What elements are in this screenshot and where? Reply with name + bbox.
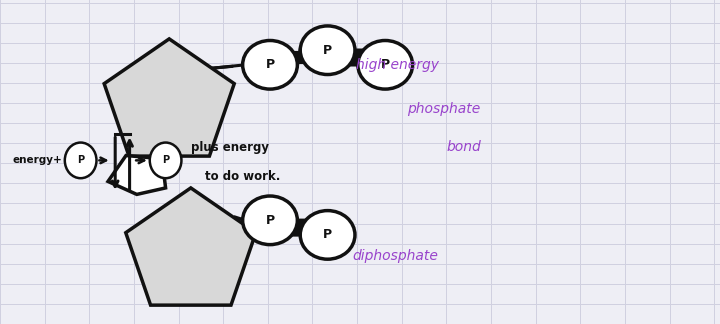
Text: P: P <box>162 156 169 165</box>
Text: P: P <box>323 44 332 57</box>
Text: P: P <box>77 156 84 165</box>
Polygon shape <box>108 156 166 194</box>
Ellipse shape <box>300 211 355 259</box>
Text: P: P <box>266 214 274 227</box>
Text: bond: bond <box>446 140 481 155</box>
Polygon shape <box>104 39 234 156</box>
Ellipse shape <box>358 40 413 89</box>
Ellipse shape <box>243 196 297 245</box>
Text: plus energy: plus energy <box>191 141 269 154</box>
Polygon shape <box>126 188 256 305</box>
Ellipse shape <box>150 143 181 178</box>
Text: high energy: high energy <box>356 58 439 72</box>
Ellipse shape <box>243 40 297 89</box>
Text: P: P <box>266 58 274 71</box>
Text: energy+: energy+ <box>13 156 63 165</box>
Ellipse shape <box>65 143 96 178</box>
Text: phosphate: phosphate <box>407 101 480 116</box>
Text: to do work.: to do work. <box>205 170 281 183</box>
Ellipse shape <box>300 26 355 75</box>
Text: diphosphate: diphosphate <box>353 249 438 263</box>
Text: P: P <box>381 58 390 71</box>
Text: P: P <box>323 228 332 241</box>
